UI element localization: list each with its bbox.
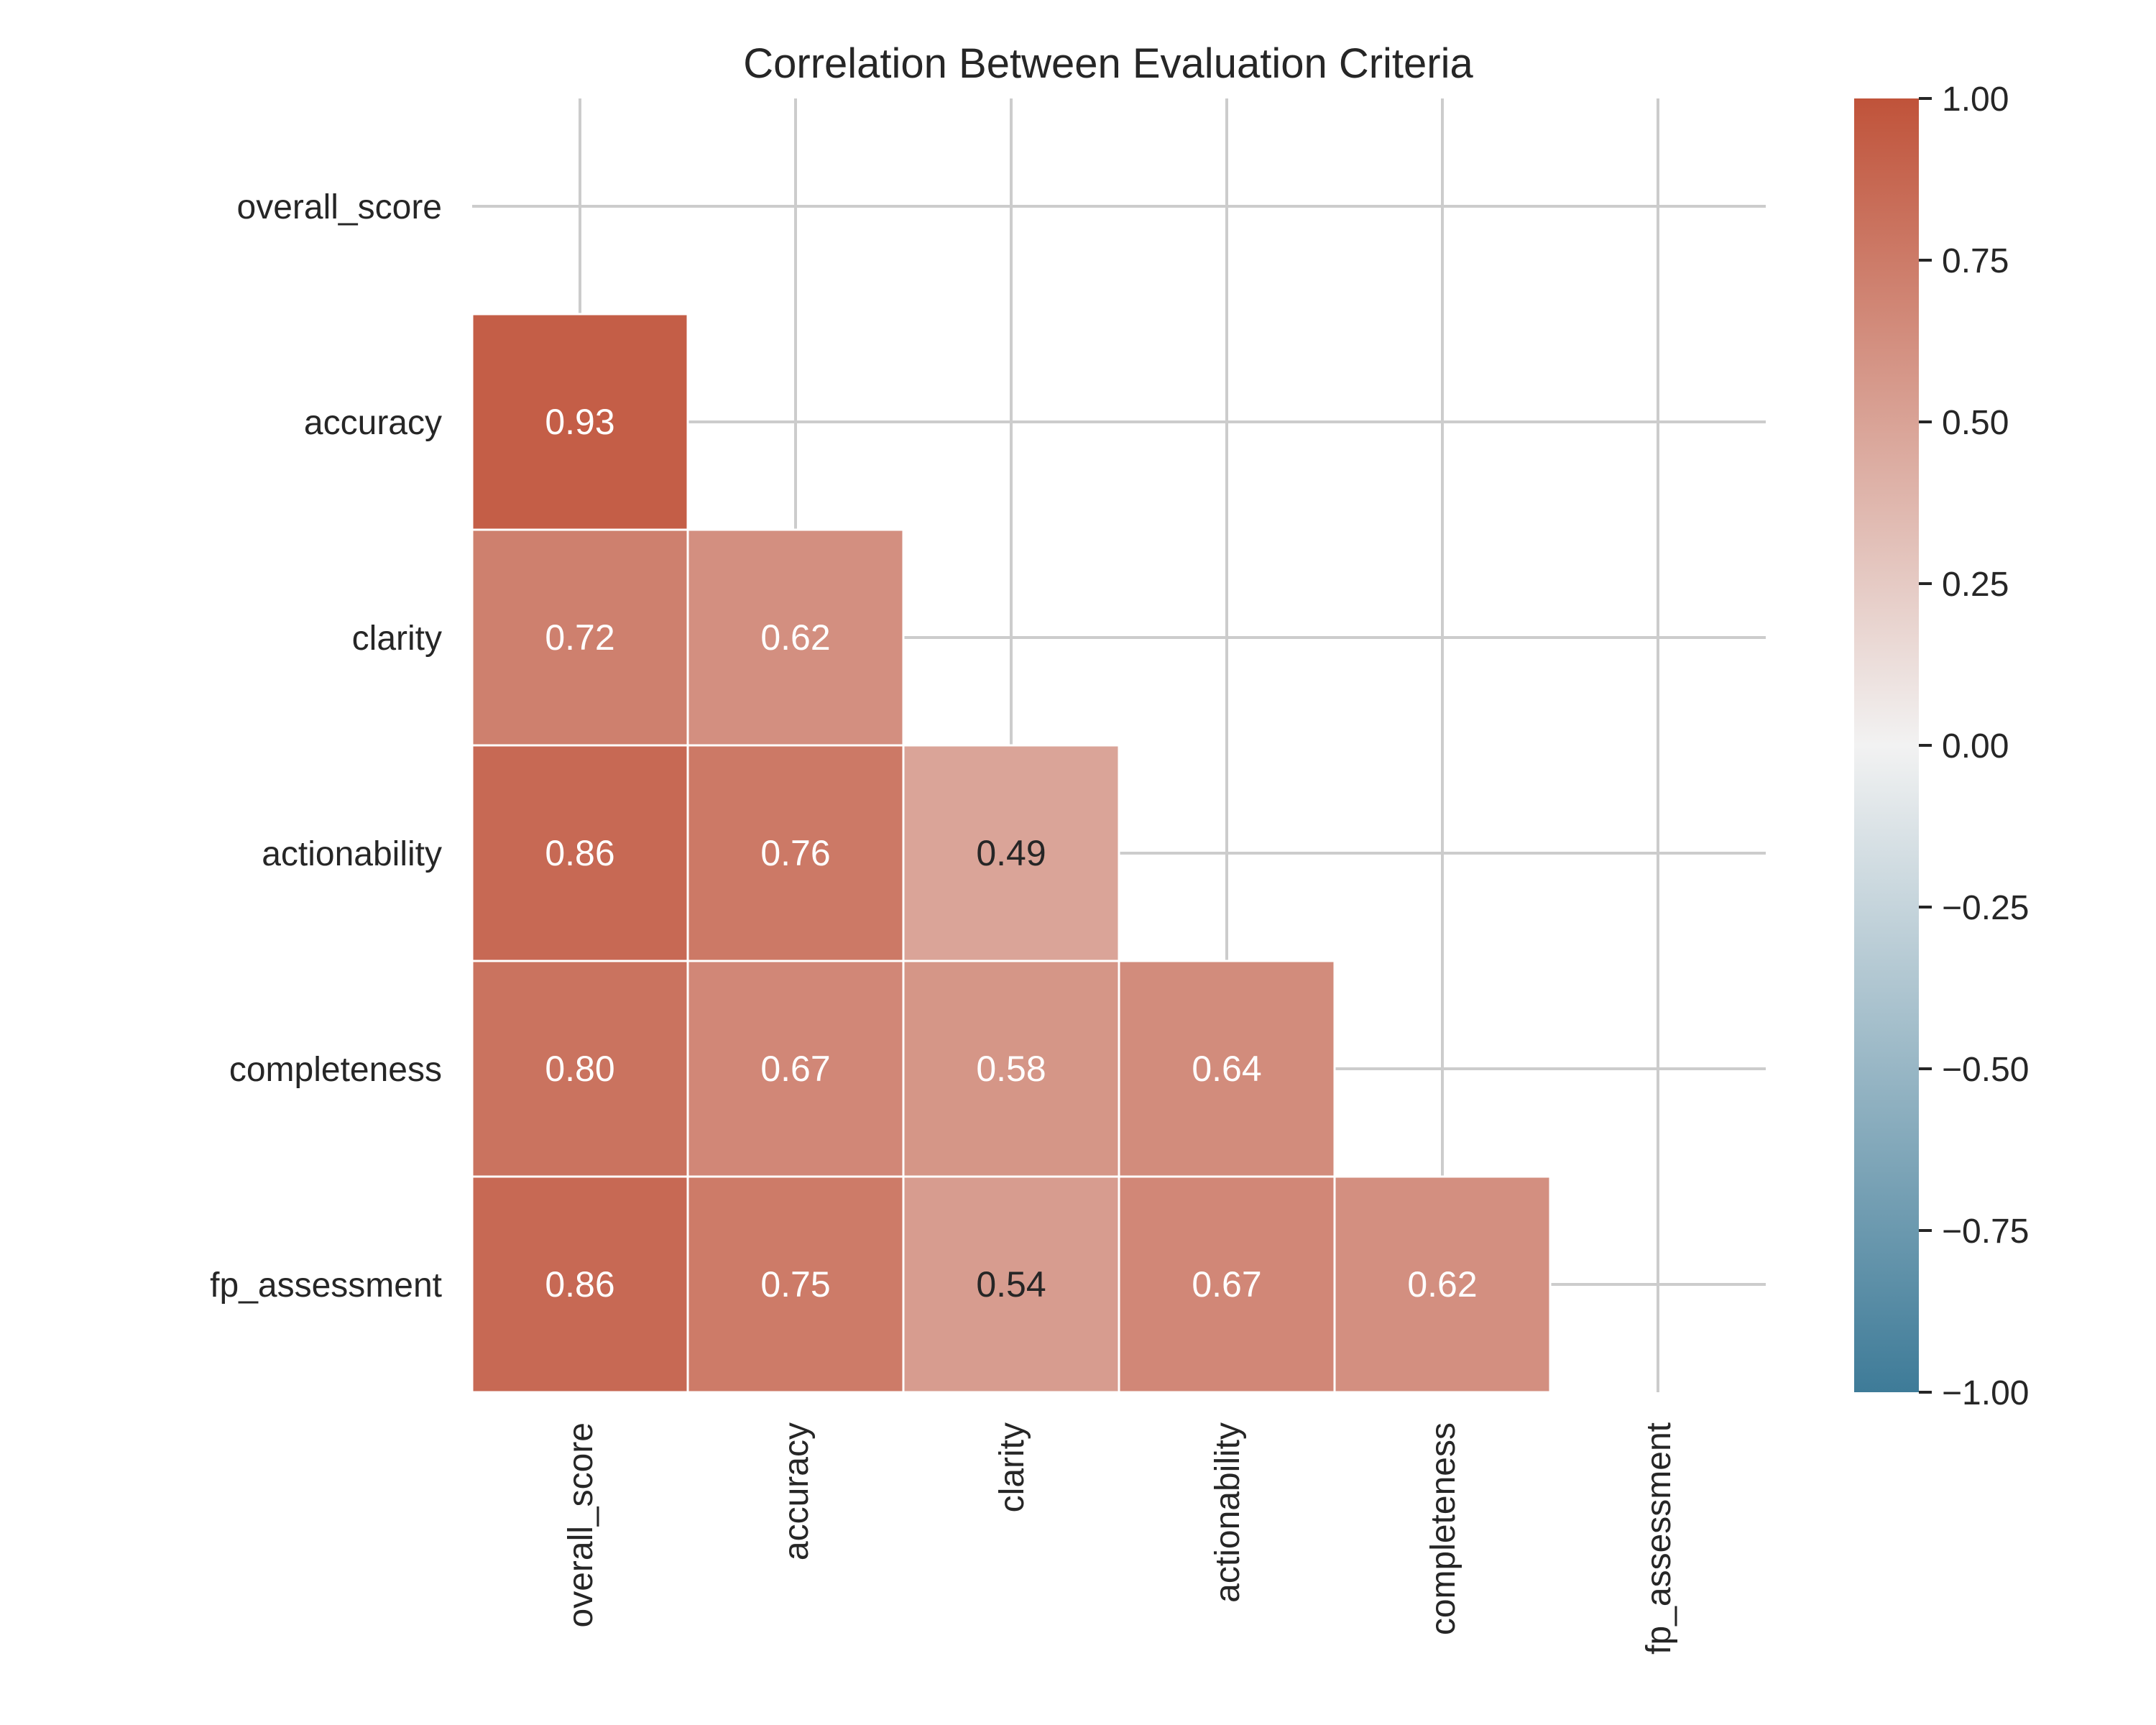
y-tick-label: fp_assessment (210, 1266, 442, 1305)
cell-value-label: 0.72 (545, 617, 614, 658)
heatmap-cell-clarity-overall_score (471, 528, 689, 747)
heatmap-cell-fp_assessment-actionability (1118, 1175, 1336, 1394)
cell-value-label: 0.75 (760, 1264, 830, 1305)
cell-value-label: 0.86 (545, 833, 614, 873)
x-tick-label: completeness (1424, 1422, 1462, 1635)
y-tick-label: clarity (352, 620, 442, 658)
y-tick-label: actionability (262, 835, 442, 873)
colorbar-tick-label: 0.75 (1942, 242, 2009, 280)
chart-title: Correlation Between Evaluation Criteria (743, 40, 1473, 87)
colorbar-tick-label: 0.00 (1942, 727, 2009, 765)
y-tick-label: overall_score (237, 188, 442, 226)
x-tick-label: overall_score (562, 1422, 600, 1627)
heatmap-cell-actionability-overall_score (471, 744, 689, 962)
colorbar: 1.00 0.75 0.50 0.25 0.00 −0.25 −0.50 −0.75 −1.00 (1854, 80, 2029, 1412)
heatmap-cell-completeness-accuracy (686, 960, 905, 1178)
colorbar-tick-label: −1.00 (1942, 1374, 2029, 1412)
heatmap-cell-accuracy-overall_score (471, 313, 689, 531)
heatmap-cell-completeness-clarity (902, 960, 1120, 1178)
cell-value-label: 0.62 (760, 617, 830, 658)
cell-value-label: 0.49 (976, 833, 1046, 873)
colorbar-tick-label: −0.75 (1942, 1213, 2029, 1251)
heatmap-cell-fp_assessment-completeness (1333, 1175, 1552, 1394)
heatmap-cells (471, 313, 1552, 1394)
x-tick-label: accuracy (778, 1422, 816, 1560)
heatmap-cell-fp_assessment-overall_score (471, 1175, 689, 1394)
cell-annotations: 0.93 0.72 0.62 0.86 0.76 0.49 0.80 0.67 0.58 0.64… (545, 402, 1477, 1305)
heatmap-cell-completeness-actionability (1118, 960, 1336, 1178)
x-axis-tick-labels: overall_score accuracy clarity actionabilit… (562, 1422, 1678, 1655)
cell-value-label: 0.80 (545, 1049, 614, 1089)
colorbar-tick-label: 1.00 (1942, 80, 2009, 119)
x-tick-label: clarity (993, 1422, 1031, 1512)
cell-value-label: 0.58 (976, 1049, 1046, 1089)
cell-value-label: 0.54 (976, 1264, 1046, 1305)
x-tick-label: actionability (1209, 1422, 1247, 1603)
cell-value-label: 0.67 (1192, 1264, 1261, 1305)
cell-value-label: 0.93 (545, 402, 614, 442)
colorbar-tick-label: 0.25 (1942, 566, 2009, 604)
heatmap-cell-fp_assessment-accuracy (686, 1175, 905, 1394)
colorbar-tick-label: −0.25 (1942, 889, 2029, 927)
colorbar-tick-label: 0.50 (1942, 404, 2009, 442)
x-tick-label: fp_assessment (1640, 1422, 1678, 1655)
heatmap-cell-fp_assessment-clarity (902, 1175, 1120, 1394)
cell-value-label: 0.86 (545, 1264, 614, 1305)
colorbar-gradient (1854, 98, 1919, 1392)
cell-value-label: 0.67 (760, 1049, 830, 1089)
cell-value-label: 0.76 (760, 833, 830, 873)
y-axis-tick-labels: overall_score accuracy clarity actionabilit… (210, 188, 442, 1305)
y-tick-label: completeness (229, 1051, 442, 1089)
cell-value-label: 0.62 (1407, 1264, 1477, 1305)
cell-value-label: 0.64 (1192, 1049, 1261, 1089)
heatmap-cell-clarity-accuracy (686, 528, 905, 747)
heatmap-cell-completeness-overall_score (471, 960, 689, 1178)
colorbar-tick-label: −0.50 (1942, 1051, 2029, 1089)
y-tick-label: accuracy (304, 404, 442, 442)
